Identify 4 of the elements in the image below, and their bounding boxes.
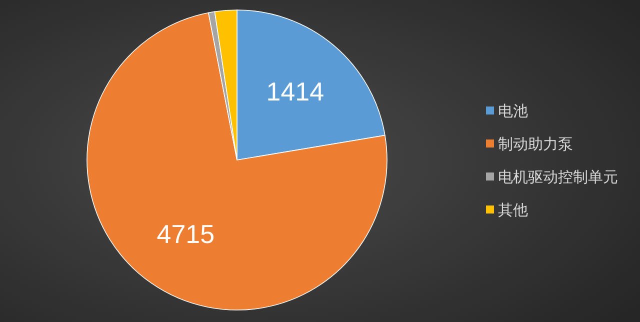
- data-label: 4715: [156, 218, 215, 249]
- data-label: 1414: [266, 76, 324, 106]
- legend-label: 其他: [498, 201, 528, 219]
- legend-label: 电池: [498, 102, 528, 120]
